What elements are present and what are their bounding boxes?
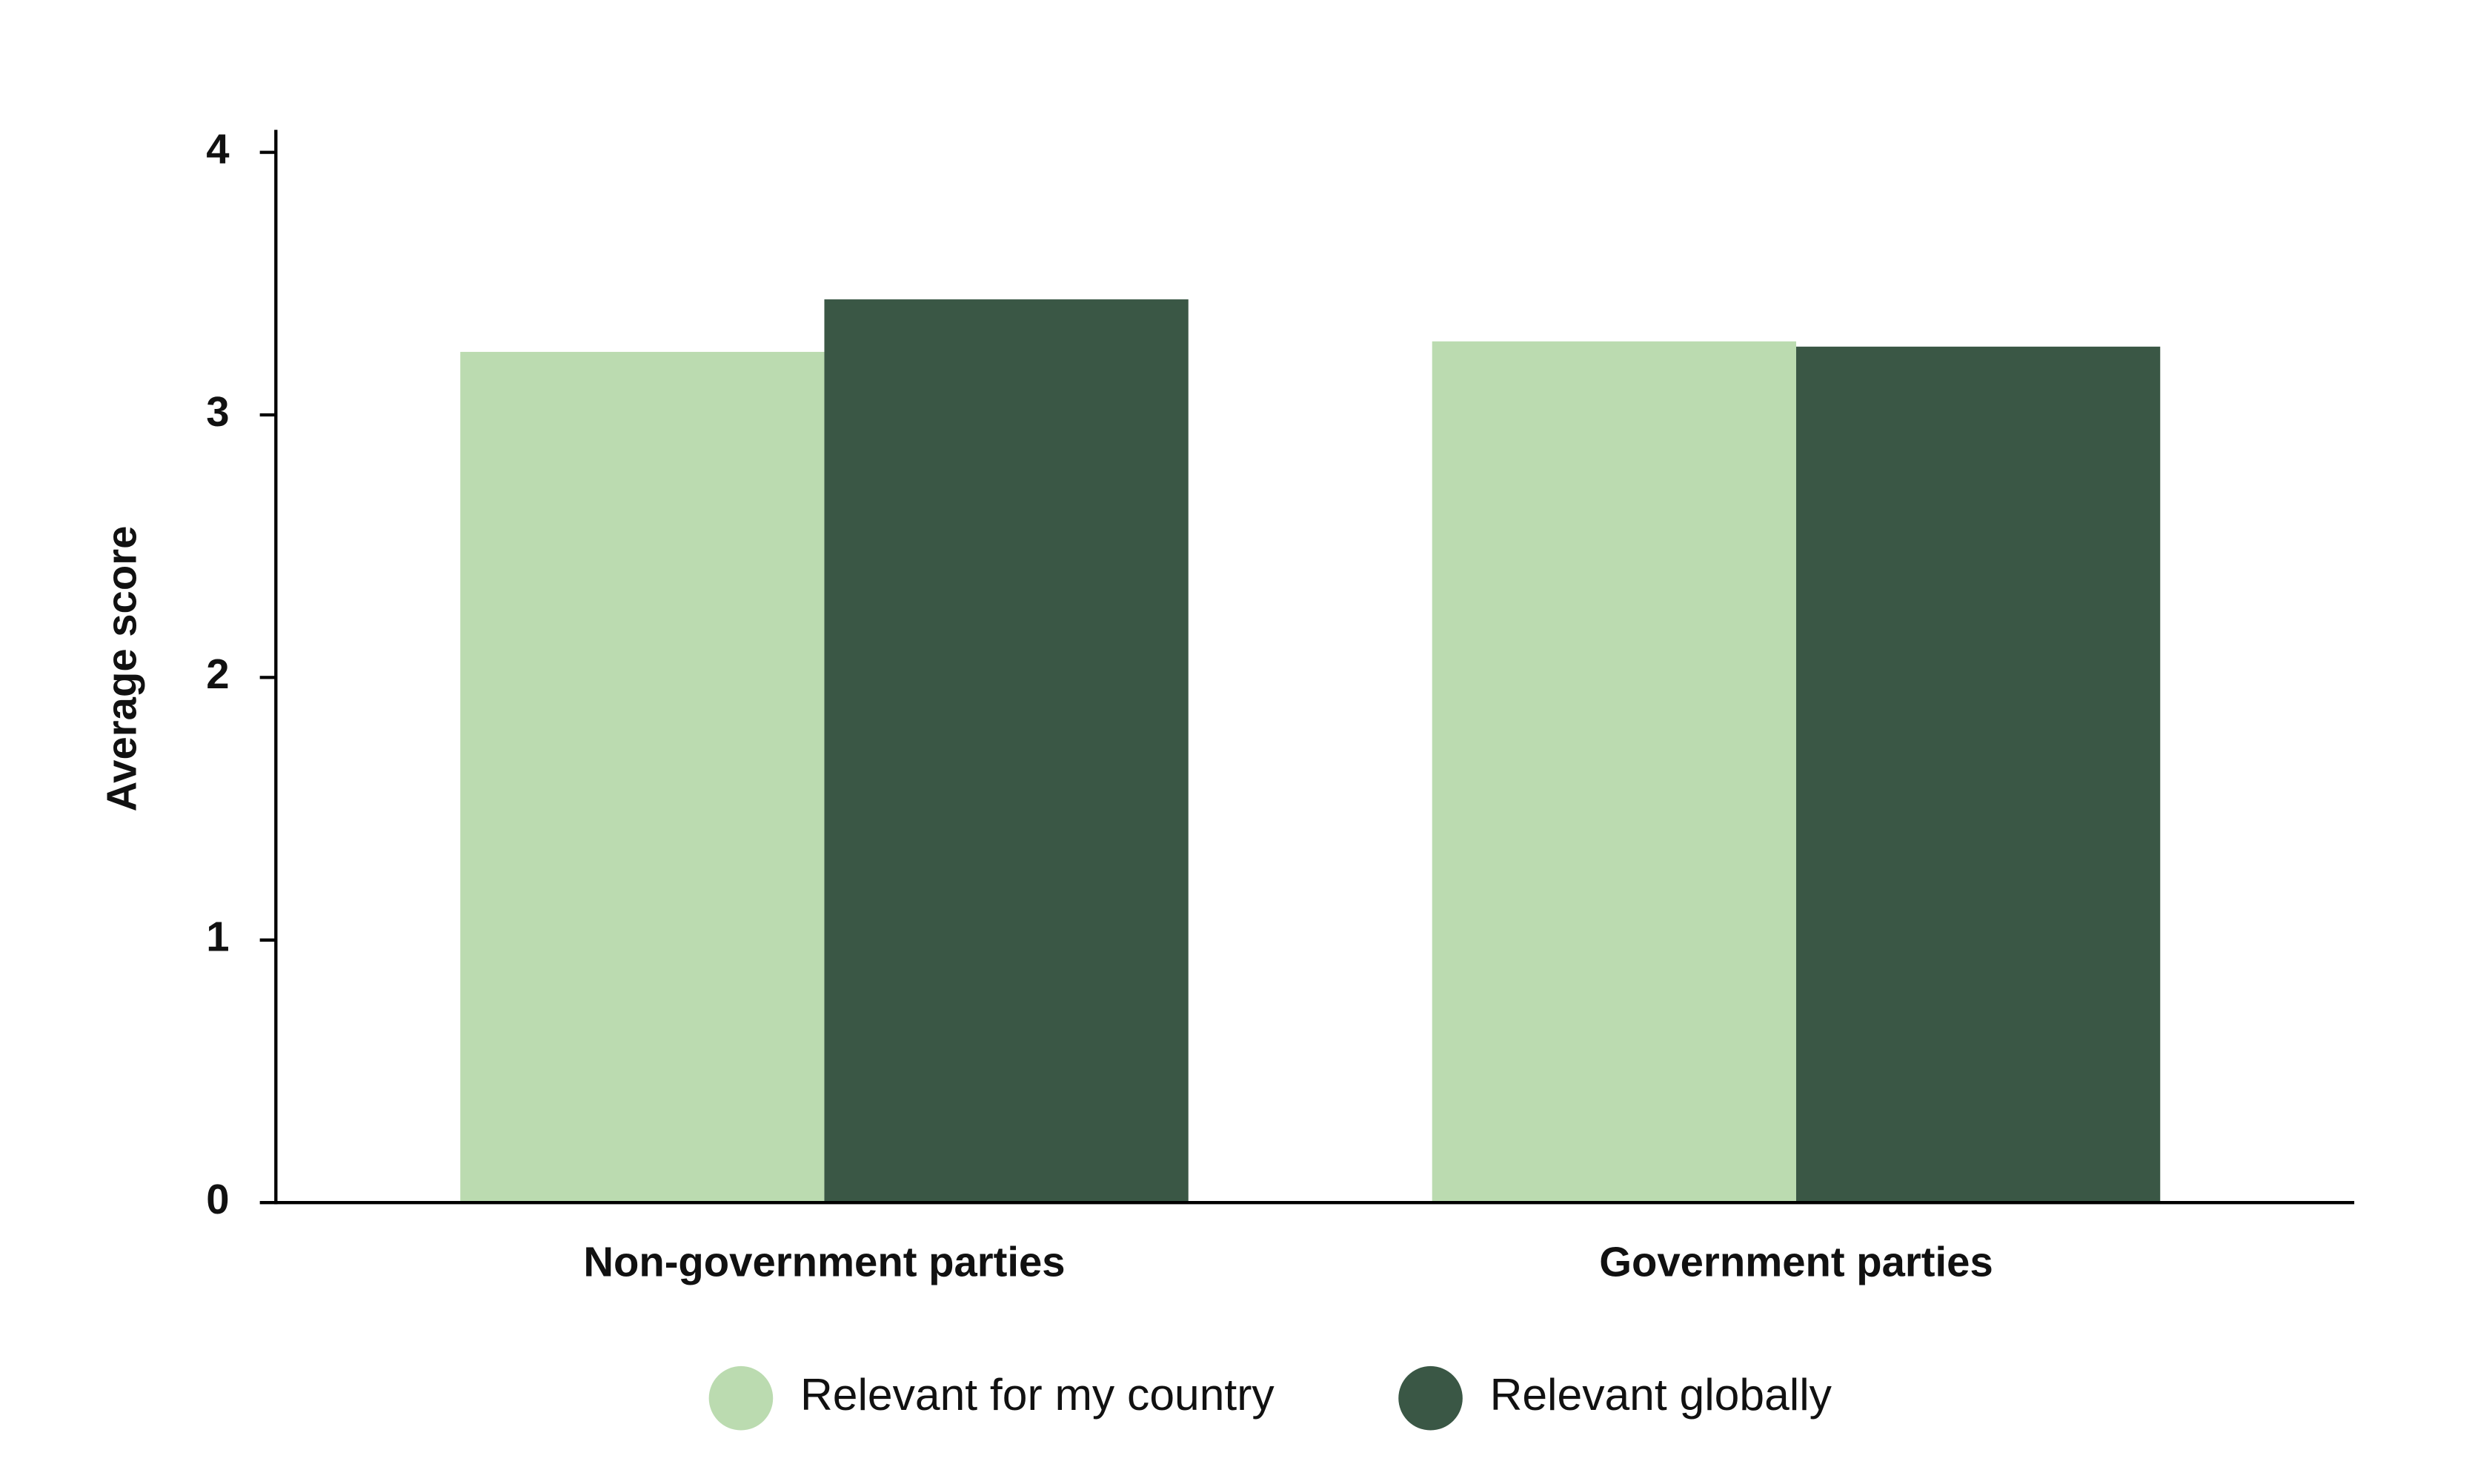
x-tick-label: Government parties: [1599, 1238, 1993, 1285]
legend-label: Relevant globally: [1490, 1369, 1832, 1420]
x-tick-label: Non-government parties: [583, 1238, 1065, 1285]
legend-swatch: [1398, 1365, 1463, 1431]
y-tick-label: 4: [206, 125, 229, 172]
y-axis-title: Average score: [99, 526, 145, 812]
y-tick-label: 3: [206, 388, 229, 435]
bar: [824, 299, 1189, 1203]
legend-label: Relevant for my country: [800, 1369, 1275, 1420]
y-tick-label: 1: [206, 914, 229, 960]
y-tick-label: 0: [206, 1176, 229, 1222]
bar: [1432, 341, 1796, 1203]
legend-swatch: [708, 1365, 774, 1431]
bar: [1795, 346, 2161, 1203]
y-tick-label: 2: [206, 651, 229, 697]
bar: [460, 351, 825, 1203]
